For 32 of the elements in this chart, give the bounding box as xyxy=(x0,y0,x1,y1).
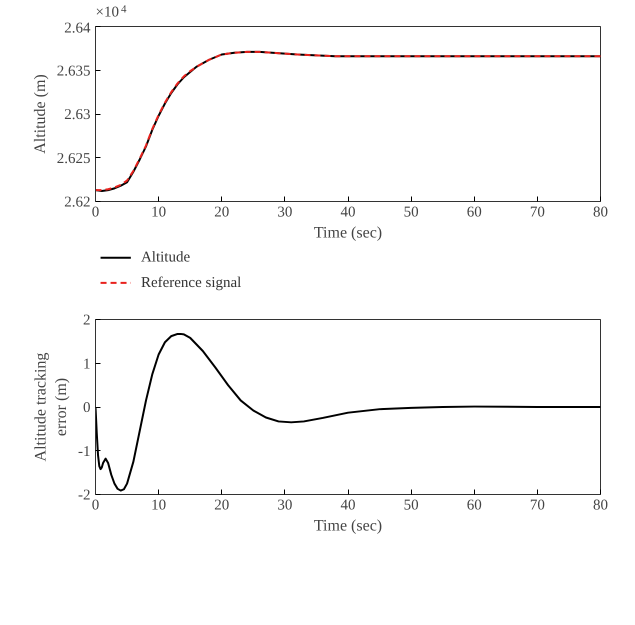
x-tick-label: 70 xyxy=(530,204,545,220)
legend-label: Reference signal xyxy=(140,274,242,291)
x-tick-label: 40 xyxy=(340,204,356,220)
y-tick-label: 2.635 xyxy=(56,63,90,80)
y-axis-title: Altitude tracking error (m) xyxy=(32,352,70,462)
x-tick-label: 10 xyxy=(151,204,166,220)
x-tick-label: 60 xyxy=(466,204,482,220)
y-tick-label: 0 xyxy=(83,400,90,416)
legend-label: Altitude xyxy=(140,250,190,266)
y-tick-label: 2.625 xyxy=(56,150,90,167)
x-tick-label: 70 xyxy=(530,498,545,514)
y-tick-label: -2 xyxy=(78,488,91,504)
y-tick-label: 2 xyxy=(83,312,90,328)
y-tick-label: 2.63 xyxy=(64,107,90,123)
x-tick-label: 20 xyxy=(214,498,230,514)
x-tick-label: 50 xyxy=(404,204,419,220)
x-tick-label: 50 xyxy=(404,498,419,514)
x-tick-label: 10 xyxy=(151,498,166,514)
x-axis-title: Time (sec) xyxy=(314,224,382,242)
y-tick-label: 1 xyxy=(83,356,90,372)
y-tick-label: 2.62 xyxy=(64,194,90,210)
x-tick-label: 30 xyxy=(277,498,292,514)
x-tick-label: 40 xyxy=(340,498,356,514)
y-axis-title: Altitude (m) xyxy=(32,74,49,154)
x-tick-label: 20 xyxy=(214,204,230,220)
y-tick-label: -1 xyxy=(78,444,91,460)
x-tick-label: 80 xyxy=(593,204,608,220)
x-axis-title: Time (sec) xyxy=(314,518,382,534)
x-tick-label: 80 xyxy=(593,498,608,514)
y-tick-label: 2.64 xyxy=(64,20,91,36)
x-tick-label: 60 xyxy=(466,498,482,514)
x-tick-label: 30 xyxy=(277,204,292,220)
